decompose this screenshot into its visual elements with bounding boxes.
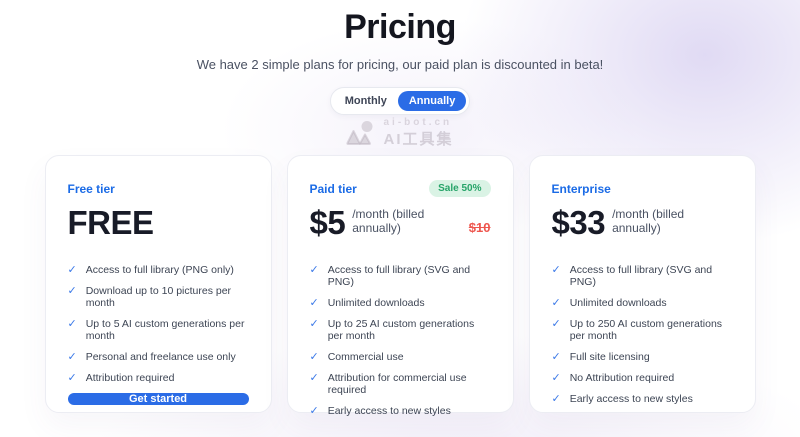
check-icon: ✓ bbox=[67, 351, 77, 363]
billing-toggle: Monthly Annually bbox=[329, 87, 471, 115]
feature-label: Up to 25 AI custom generations per month bbox=[327, 318, 475, 342]
feature-label: Access to full library (SVG and PNG) bbox=[569, 264, 713, 288]
feature-label: Attribution required bbox=[85, 372, 175, 384]
plan-card-enterprise: Enterprise $33 /month (billed annually) … bbox=[528, 155, 756, 414]
feature-item: ✓ Commercial use bbox=[310, 351, 491, 363]
tier-label: Free tier bbox=[67, 181, 115, 196]
check-icon: ✓ bbox=[309, 264, 319, 276]
price-value: FREE bbox=[67, 204, 155, 241]
feature-item: ✓ Personal and freelance use only bbox=[68, 351, 249, 363]
tier-label: Paid tier bbox=[309, 181, 357, 196]
check-icon: ✓ bbox=[309, 297, 319, 309]
check-icon: ✓ bbox=[67, 318, 77, 330]
feature-item: ✓ Unlimited downloads bbox=[552, 297, 733, 309]
feature-label: Access to full library (SVG and PNG) bbox=[327, 264, 471, 288]
feature-label: Personal and freelance use only bbox=[85, 351, 236, 363]
plan-card-free: Free tier FREE ✓ Access to full library (… bbox=[44, 155, 272, 413]
plan-card-paid-head: Paid tier Sale 50% bbox=[310, 180, 491, 197]
feature-label: Full site licensing bbox=[569, 351, 650, 363]
feature-item: ✓ Access to full library (PNG only) bbox=[68, 264, 249, 276]
plan-card-free-head: Free tier bbox=[68, 180, 249, 197]
check-icon: ✓ bbox=[309, 351, 319, 363]
check-icon: ✓ bbox=[551, 393, 561, 405]
feature-label: Attribution for commercial use required bbox=[327, 372, 467, 396]
feature-item: ✓ Full site licensing bbox=[552, 351, 733, 363]
feature-item: ✓ Download up to 10 pictures per month bbox=[68, 285, 249, 309]
billing-toggle-wrap: Monthly Annually bbox=[0, 87, 800, 115]
watermark: ai-bot.cn AI工具集 bbox=[0, 117, 800, 149]
feature-label: Download up to 10 pictures per month bbox=[85, 285, 232, 309]
get-started-button[interactable]: Get started bbox=[67, 393, 249, 405]
feature-list: ✓ Access to full library (SVG and PNG) ✓ U… bbox=[552, 264, 733, 414]
page-subtitle: We have 2 simple plans for pricing, our … bbox=[196, 57, 604, 72]
page-title: Pricing bbox=[344, 8, 456, 46]
feature-item: ✓ Early access to new styles bbox=[310, 405, 491, 417]
feature-label: No Attribution required bbox=[569, 372, 675, 384]
sale-badge: Sale 50% bbox=[429, 180, 491, 197]
feature-item: ✓ No Attribution required bbox=[552, 372, 733, 384]
feature-list: ✓ Access to full library (SVG and PNG) ✓ U… bbox=[310, 264, 491, 426]
plan-card-enterprise-head: Enterprise bbox=[552, 180, 733, 197]
check-icon: ✓ bbox=[309, 372, 319, 384]
feature-label: Unlimited downloads bbox=[327, 297, 425, 309]
check-icon: ✓ bbox=[551, 351, 561, 363]
feature-label: Up to 5 AI custom generations per month bbox=[85, 318, 245, 342]
check-icon: ✓ bbox=[309, 405, 319, 417]
check-icon: ✓ bbox=[309, 318, 319, 330]
feature-item: ✓ Access to full library (SVG and PNG) bbox=[552, 264, 733, 288]
price-value: $33 bbox=[551, 204, 606, 241]
feature-item: ✓ Access to full library (SVG and PNG) bbox=[310, 264, 491, 288]
price-row: FREE bbox=[68, 206, 249, 239]
feature-item: ✓ Up to 5 AI custom generations per month bbox=[68, 318, 249, 342]
feature-list: ✓ Access to full library (PNG only) ✓ Down… bbox=[68, 264, 249, 393]
feature-label: Up to 250 AI custom generations per mont… bbox=[569, 318, 723, 342]
check-icon: ✓ bbox=[67, 264, 77, 276]
check-icon: ✓ bbox=[551, 372, 561, 384]
price-row: $33 /month (billed annually) bbox=[552, 206, 733, 239]
watermark-text: ai-bot.cn AI工具集 bbox=[383, 117, 453, 149]
check-icon: ✓ bbox=[67, 285, 77, 297]
price-suffix: /month (billed annually) bbox=[612, 207, 685, 235]
old-price: $10 bbox=[468, 220, 491, 235]
feature-label: Commercial use bbox=[327, 351, 404, 363]
feature-label: Access to full library (PNG only) bbox=[85, 264, 234, 276]
feature-item: ✓ Early access to new styles bbox=[552, 393, 733, 405]
tier-label: Enterprise bbox=[551, 181, 611, 196]
feature-label: Unlimited downloads bbox=[569, 297, 667, 309]
check-icon: ✓ bbox=[551, 318, 561, 330]
feature-item: ✓ Up to 250 AI custom generations per mon… bbox=[552, 318, 733, 342]
plan-cards: Free tier FREE ✓ Access to full library (… bbox=[0, 155, 800, 417]
watermark-domain: ai-bot.cn bbox=[383, 117, 453, 128]
ai-bot-logo-icon bbox=[346, 121, 373, 145]
feature-item: ✓ Attribution for commercial use required bbox=[310, 372, 491, 396]
price-value: $5 bbox=[309, 204, 346, 241]
feature-item: ✓ Attribution required bbox=[68, 372, 249, 384]
watermark-name: AI工具集 bbox=[383, 131, 454, 148]
feature-label: Early access to new styles bbox=[327, 405, 451, 417]
price-row: $5 /month (billed annually) $10 bbox=[310, 206, 491, 239]
feature-item: ✓ Unlimited downloads bbox=[310, 297, 491, 309]
check-icon: ✓ bbox=[551, 297, 561, 309]
check-icon: ✓ bbox=[551, 264, 561, 276]
check-icon: ✓ bbox=[67, 372, 77, 384]
feature-label: Early access to new styles bbox=[569, 393, 693, 405]
billing-toggle-annually[interactable]: Annually bbox=[397, 91, 467, 111]
billing-toggle-monthly[interactable]: Monthly bbox=[334, 91, 398, 111]
plan-card-paid: Paid tier Sale 50% $5 /month (billed ann… bbox=[286, 155, 514, 417]
feature-item: ✓ Up to 25 AI custom generations per mont… bbox=[310, 318, 491, 342]
price-suffix: /month (billed annually) bbox=[352, 207, 425, 235]
